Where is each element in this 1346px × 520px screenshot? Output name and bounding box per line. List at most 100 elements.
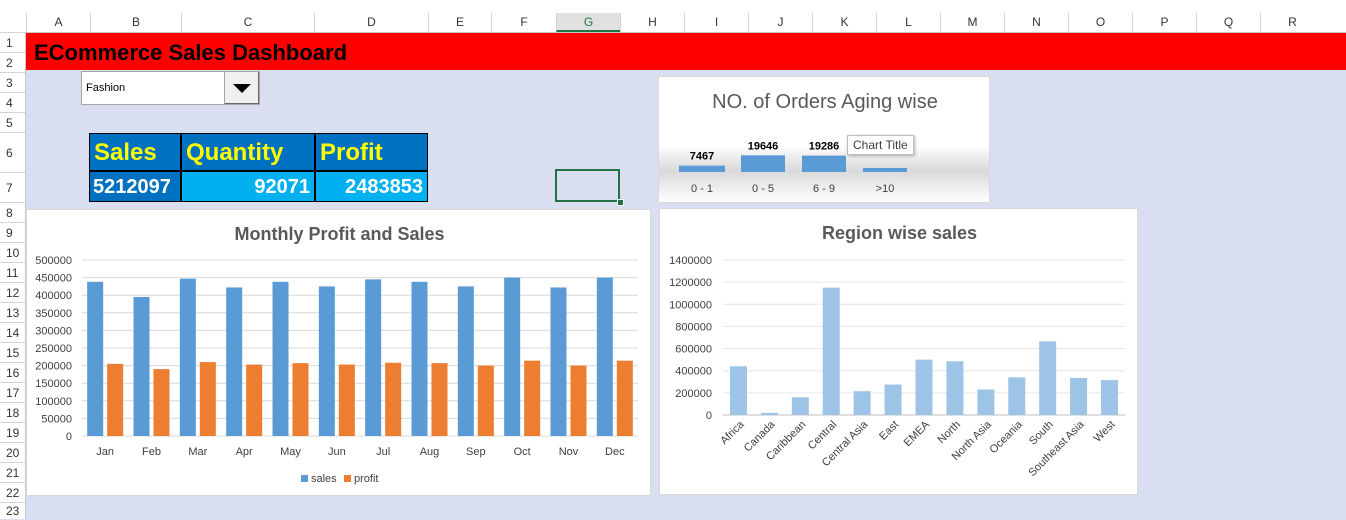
region-bar	[822, 287, 840, 415]
column-header-p[interactable]: P	[1132, 13, 1196, 32]
orders-aging-chart[interactable]: NO. of Orders Aging wise 7467 0 - 1 19646 0…	[658, 76, 990, 203]
sales-bar	[318, 286, 335, 436]
dropdown-button[interactable]	[224, 72, 259, 104]
aging-bar	[741, 155, 785, 172]
column-header-j[interactable]: J	[748, 13, 812, 32]
kpi-value-quantity[interactable]: 92071	[181, 171, 315, 202]
aging-data-label: 7467	[690, 151, 714, 163]
dashboard-title-bar	[26, 33, 1346, 70]
x-tick-label: Jan	[96, 446, 114, 458]
column-header-i[interactable]: I	[684, 13, 748, 32]
x-tick-label: EMEA	[902, 418, 933, 449]
x-tick-label: Southeast Asia	[1026, 418, 1087, 479]
region-bar	[1008, 377, 1026, 415]
row-header-3[interactable]: 3	[0, 72, 25, 92]
row-header-10[interactable]: 10	[0, 242, 25, 262]
aging-category-label: >10	[876, 183, 895, 195]
x-tick-label: Oct	[514, 446, 531, 458]
profit-bar	[431, 363, 448, 436]
column-header-r[interactable]: R	[1260, 13, 1324, 32]
column-header-h[interactable]: H	[620, 13, 684, 32]
row-header-19[interactable]: 19	[0, 422, 25, 442]
y-tick-label: 600000	[675, 344, 712, 356]
y-tick-label: 1400000	[669, 255, 712, 267]
profit-bar	[477, 365, 494, 436]
profit-bar	[524, 360, 541, 436]
row-header-7[interactable]: 7	[0, 172, 25, 202]
column-header-o[interactable]: O	[1068, 13, 1132, 32]
legend-swatch-profit	[344, 475, 351, 482]
row-header-21[interactable]: 21	[0, 462, 25, 482]
legend-label-sales: sales	[311, 473, 337, 485]
row-header-22[interactable]: 22	[0, 482, 25, 502]
row-header-6[interactable]: 6	[0, 132, 25, 172]
kpi-value-profit[interactable]: 2483853	[315, 171, 428, 202]
category-dropdown[interactable]: Fashion	[81, 71, 260, 105]
sales-bar	[457, 286, 474, 436]
row-header-18[interactable]: 18	[0, 402, 25, 422]
x-tick-label: Dec	[605, 446, 625, 458]
column-header-b[interactable]: B	[90, 13, 181, 32]
aging-bar	[863, 168, 907, 172]
fill-handle[interactable]	[617, 199, 624, 206]
row-header-8[interactable]: 8	[0, 202, 25, 222]
row-header-23[interactable]: 23	[0, 502, 25, 519]
kpi-header-profit: Profit	[315, 133, 428, 171]
column-header-e[interactable]: E	[428, 13, 491, 32]
row-header-15[interactable]: 15	[0, 342, 25, 362]
column-header-m[interactable]: M	[940, 13, 1004, 32]
column-header-f[interactable]: F	[491, 13, 556, 32]
x-tick-label: Apr	[236, 446, 253, 458]
row-header-17[interactable]: 17	[0, 382, 25, 402]
y-tick-label: 1200000	[669, 277, 712, 289]
selected-cell[interactable]	[555, 169, 620, 202]
y-tick-label: 0	[66, 431, 72, 443]
aging-plot: 7467 0 - 1 19646 0 - 5 19286 6 - 9 >10	[679, 140, 907, 195]
column-header-c[interactable]: C	[181, 13, 314, 32]
column-header-l[interactable]: L	[876, 13, 940, 32]
x-tick-label: Africa	[718, 418, 747, 447]
row-header-4[interactable]: 4	[0, 92, 25, 112]
row-header-16[interactable]: 16	[0, 362, 25, 382]
row-header-1[interactable]: 1	[0, 32, 25, 52]
row-header-14[interactable]: 14	[0, 322, 25, 342]
monthly-profit-sales-chart[interactable]: Monthly Profit and Sales 0 50000 100000 150…	[26, 209, 651, 496]
row-header-9[interactable]: 9	[0, 222, 25, 242]
kpi-header-sales: Sales	[89, 133, 181, 171]
region-bar	[1070, 377, 1088, 415]
sales-bar	[596, 277, 613, 436]
y-tick-label: 450000	[35, 273, 72, 285]
aging-category-label: 0 - 5	[752, 183, 774, 195]
x-tick-label: Jul	[376, 446, 390, 458]
profit-bar	[246, 364, 263, 436]
column-header-n[interactable]: N	[1004, 13, 1068, 32]
row-header-2[interactable]: 2	[0, 52, 25, 72]
kpi-value-sales[interactable]: 5212097	[89, 171, 181, 202]
row-header-20[interactable]: 20	[0, 442, 25, 462]
column-header-d[interactable]: D	[314, 13, 428, 32]
y-tick-label: 300000	[35, 325, 72, 337]
row-header-5[interactable]: 5	[0, 112, 25, 132]
column-header-g[interactable]: G	[556, 13, 620, 32]
x-tick-label: South	[1027, 419, 1056, 448]
row-header-11[interactable]: 11	[0, 262, 25, 282]
x-tick-label: West	[1092, 419, 1118, 445]
formula-bar-edge	[0, 0, 1346, 13]
sales-bar	[550, 287, 567, 436]
sales-bar	[87, 281, 104, 436]
sales-bar	[504, 277, 521, 436]
region-sales-chart[interactable]: Region wise sales 0 200000 400000 600000 800…	[659, 208, 1138, 495]
row-header-13[interactable]: 13	[0, 302, 25, 322]
column-header-a[interactable]: A	[26, 13, 90, 32]
profit-bar	[292, 363, 309, 436]
chart-title: Monthly Profit and Sales	[234, 224, 445, 244]
aging-bar	[679, 165, 725, 172]
profit-bar	[199, 362, 216, 436]
x-tick-label: Aug	[420, 446, 440, 458]
sales-bar	[179, 278, 196, 436]
row-header-12[interactable]: 12	[0, 282, 25, 302]
column-header-k[interactable]: K	[812, 13, 876, 32]
column-header-q[interactable]: Q	[1196, 13, 1260, 32]
region-bar	[791, 397, 809, 415]
